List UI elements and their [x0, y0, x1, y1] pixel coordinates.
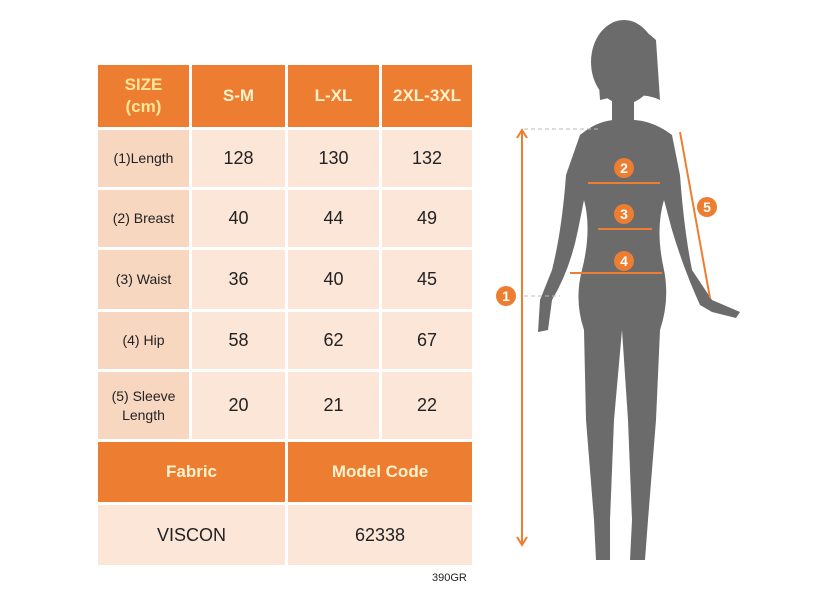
svg-text:2: 2 — [620, 160, 628, 176]
measurement-lines — [516, 128, 711, 547]
fabric-header: Fabric — [98, 442, 288, 505]
info-table: Fabric Model Code VISCON 62338 — [98, 442, 475, 568]
table-cell: 45 — [382, 250, 475, 312]
table-cell: 21 — [288, 372, 382, 442]
table-cell: 62 — [288, 312, 382, 372]
table-cell: 49 — [382, 190, 475, 250]
fabric-value: VISCON — [98, 505, 288, 568]
size-header-2xl-3xl: 2XL-3XL — [382, 65, 475, 130]
table-cell: 130 — [288, 130, 382, 190]
model-code-value: 62338 — [288, 505, 475, 568]
row-label-breast: (2) Breast — [98, 190, 192, 250]
table-cell: 22 — [382, 372, 475, 442]
measurement-marker-1: 1 — [496, 286, 516, 306]
row-label-sleeve-length: (5) Sleeve Length — [98, 372, 192, 442]
svg-text:1: 1 — [502, 288, 510, 304]
measurement-marker-5: 5 — [697, 197, 717, 217]
table-cell: 67 — [382, 312, 475, 372]
model-code-header: Model Code — [288, 442, 475, 505]
measurement-marker-4: 4 — [614, 251, 634, 271]
size-header: SIZE (cm) — [98, 65, 192, 130]
svg-text:3: 3 — [620, 206, 628, 222]
table-cell: 44 — [288, 190, 382, 250]
product-code: 390GR — [432, 572, 467, 584]
table-cell: 40 — [192, 190, 288, 250]
svg-text:5: 5 — [703, 199, 711, 215]
table-cell: 128 — [192, 130, 288, 190]
measurement-marker-2: 2 — [614, 158, 634, 178]
table-cell: 20 — [192, 372, 288, 442]
size-header-l-xl: L-XL — [288, 65, 382, 130]
row-label-hip: (4) Hip — [98, 312, 192, 372]
row-label-length: (1)Length — [98, 130, 192, 190]
size-table: SIZE (cm) S-M L-XL 2XL-3XL (1)Length 128… — [98, 65, 475, 442]
table-cell: 132 — [382, 130, 475, 190]
table-cell: 40 — [288, 250, 382, 312]
svg-text:4: 4 — [620, 253, 628, 269]
measurement-marker-3: 3 — [614, 204, 634, 224]
row-label-waist: (3) Waist — [98, 250, 192, 312]
table-cell: 58 — [192, 312, 288, 372]
table-cell: 36 — [192, 250, 288, 312]
size-header-s-m: S-M — [192, 65, 288, 130]
woman-silhouette — [538, 20, 740, 560]
